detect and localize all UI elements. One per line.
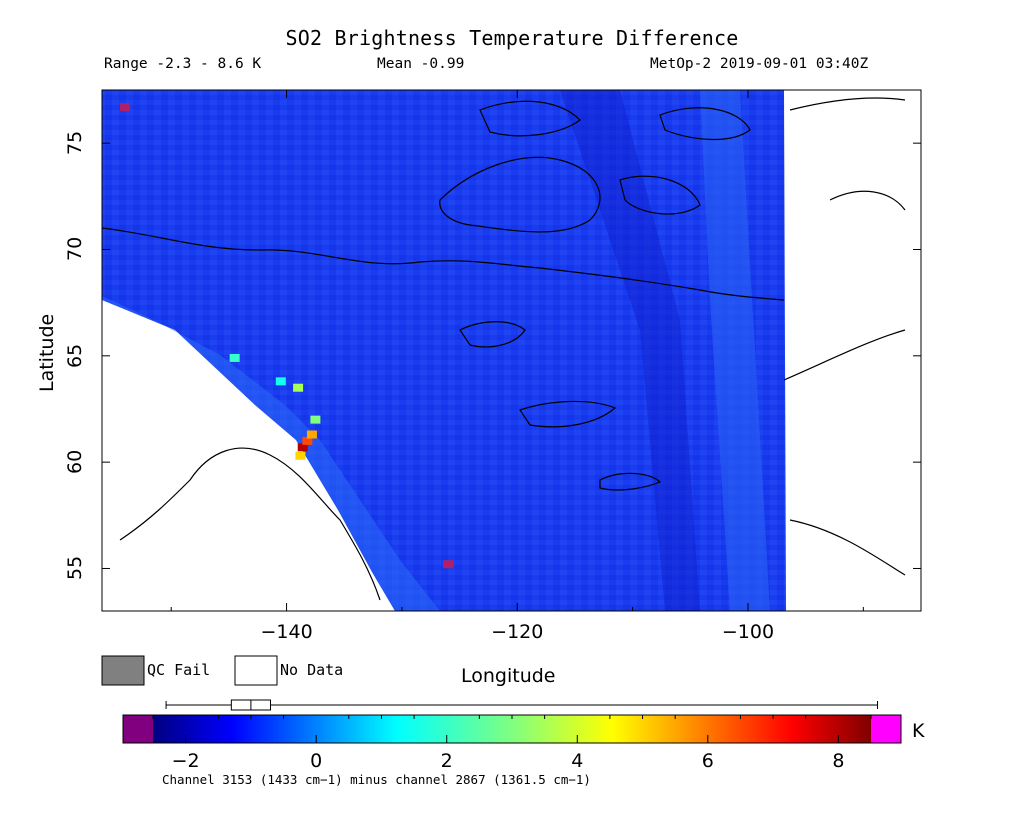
great-slave-lake bbox=[519, 400, 617, 428]
coast-island-3 bbox=[619, 175, 701, 215]
hotspot-cell bbox=[306, 430, 317, 439]
coast-arctic bbox=[102, 227, 785, 301]
coast-island-2 bbox=[479, 100, 581, 137]
colorbar-gradient bbox=[153, 715, 871, 743]
y-tick-label: 70 bbox=[64, 237, 86, 262]
colorbar-over bbox=[871, 715, 901, 743]
hotspot-cell bbox=[275, 377, 286, 386]
colorbar-tick-label: 6 bbox=[701, 750, 714, 772]
hotspot-cell bbox=[302, 436, 313, 445]
colorbar-tick-label: 4 bbox=[571, 750, 584, 772]
greenland-edge bbox=[789, 97, 906, 211]
no-data-region bbox=[102, 302, 394, 611]
legend-qc-fail-label: QC Fail bbox=[147, 661, 211, 679]
x-tick-label: −120 bbox=[491, 621, 544, 643]
mean-text: Mean -0.99 bbox=[377, 56, 465, 72]
y-tick-label: 60 bbox=[64, 449, 86, 475]
plot-frame bbox=[101, 89, 922, 612]
coast-island-1 bbox=[439, 156, 601, 233]
distribution-boxplot bbox=[165, 699, 879, 711]
y-tick-label: 55 bbox=[64, 556, 86, 581]
alaska-coast bbox=[119, 447, 381, 601]
colorbar-tick-label: 2 bbox=[440, 750, 453, 772]
hudson-bay bbox=[783, 329, 906, 576]
y-axis-label: Latitude bbox=[36, 313, 58, 392]
lake-athabasca bbox=[599, 472, 662, 491]
coastlines bbox=[102, 97, 906, 601]
coast-island-4 bbox=[659, 107, 751, 140]
map-area bbox=[102, 90, 906, 611]
hotspot-cell bbox=[120, 103, 131, 112]
no-data-swatch bbox=[234, 655, 278, 686]
colorbar-caption: Channel 3153 (1433 cm−1) minus channel 2… bbox=[162, 772, 591, 787]
great-bear-lake bbox=[459, 321, 526, 348]
swath-edge-band bbox=[102, 296, 440, 611]
swath-bright-stripe bbox=[700, 90, 770, 611]
x-tick-label: −140 bbox=[260, 621, 313, 643]
colorbar-unit: K bbox=[912, 720, 925, 742]
tick-marks bbox=[102, 90, 921, 611]
colorbar-tick-label: 0 bbox=[310, 750, 323, 772]
hotspot-cell bbox=[229, 353, 240, 362]
hotspot-cell bbox=[295, 451, 306, 460]
swath-dark-stripe bbox=[560, 90, 700, 611]
colorbar-under bbox=[123, 715, 153, 743]
range-text: Range -2.3 - 8.6 K bbox=[104, 56, 262, 72]
x-axis-label: Longitude bbox=[461, 665, 556, 687]
colorbar-tick-label: −2 bbox=[171, 750, 200, 772]
qc-fail-swatch bbox=[101, 655, 145, 686]
source-text: MetOp-2 2019-09-01 03:40Z bbox=[650, 56, 869, 72]
y-tick-label: 65 bbox=[64, 343, 86, 368]
hotspot-layer bbox=[120, 103, 454, 569]
hotspot-cell bbox=[297, 443, 308, 452]
legend-no-data-label: No Data bbox=[280, 661, 344, 679]
x-tick-label: −100 bbox=[721, 621, 775, 643]
colorbar-ticks bbox=[152, 715, 872, 743]
y-tick-label: 75 bbox=[64, 130, 86, 156]
chart-title: SO2 Brightness Temperature Difference bbox=[285, 26, 739, 50]
hotspot-cell bbox=[443, 560, 454, 569]
hotspot-cell bbox=[293, 383, 304, 392]
hotspot-cell bbox=[310, 415, 321, 424]
colorbar-tick-label: 8 bbox=[832, 750, 845, 772]
